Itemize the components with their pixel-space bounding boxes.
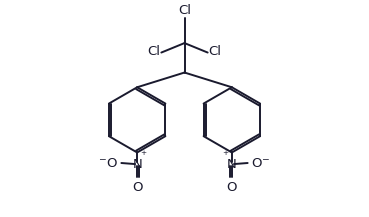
Text: N: N [132, 158, 142, 171]
Text: Cl: Cl [147, 45, 160, 58]
Text: O: O [227, 181, 237, 194]
Text: Cl: Cl [178, 4, 191, 17]
Text: O: O [132, 181, 142, 194]
Text: O$^{-}$: O$^{-}$ [251, 156, 270, 169]
Text: $^{+}$: $^{+}$ [222, 150, 229, 160]
Text: $^{+}$: $^{+}$ [140, 150, 147, 160]
Text: $^{-}$O: $^{-}$O [98, 156, 118, 169]
Text: Cl: Cl [209, 45, 222, 58]
Text: N: N [227, 158, 237, 171]
